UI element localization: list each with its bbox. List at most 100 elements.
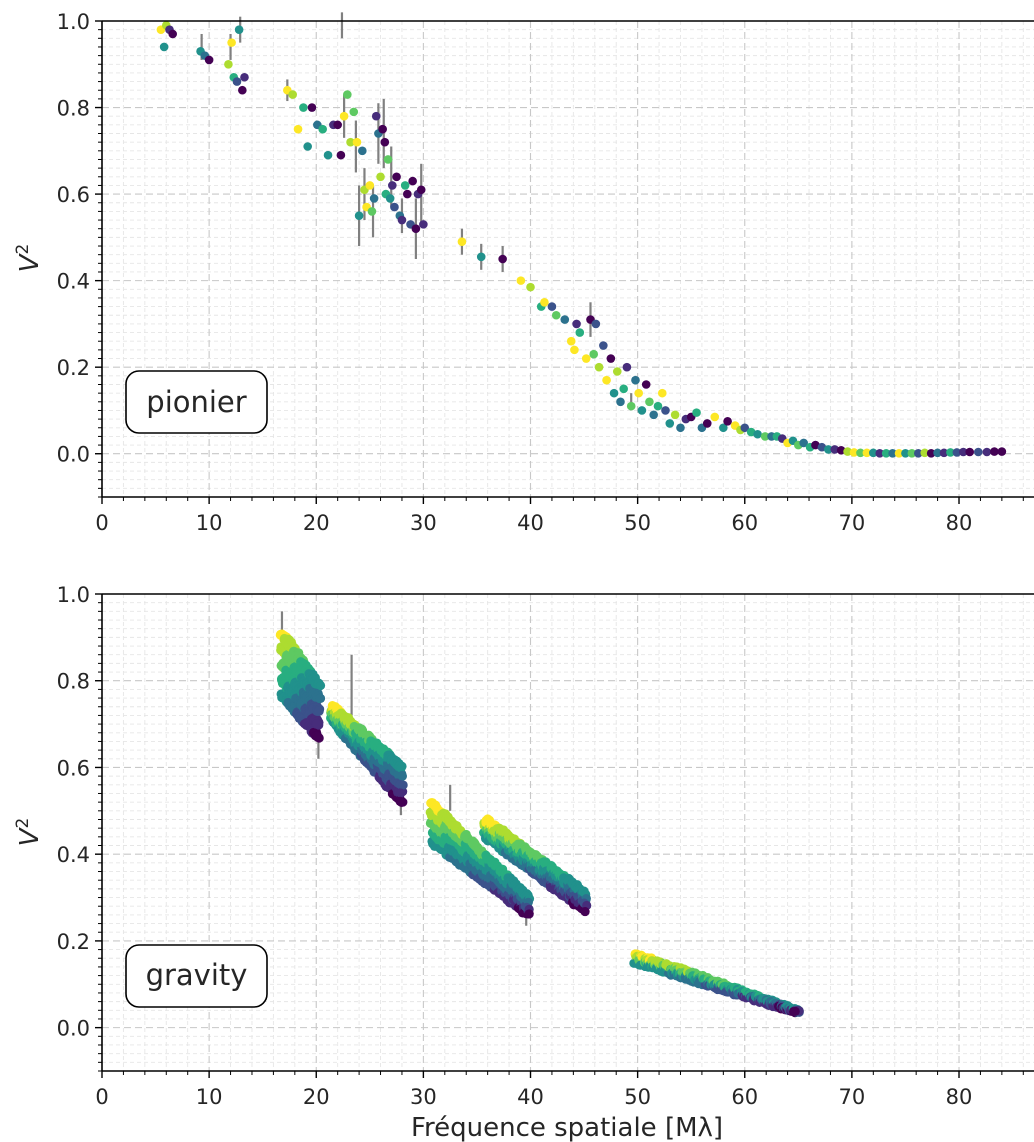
pionier-data-point	[240, 72, 249, 82]
pionier-data-point	[238, 85, 247, 95]
pionier-data-point	[367, 207, 377, 216]
pionier-data-point	[914, 448, 923, 458]
pionier-data-point	[354, 211, 364, 221]
pionier-data-point	[649, 410, 659, 420]
pionier-data-point	[973, 447, 983, 457]
gravity-x-tick-label: 50	[624, 1085, 651, 1109]
pionier-data-point	[566, 336, 576, 346]
pionier-data-point	[824, 445, 833, 454]
pionier-data-point	[411, 224, 421, 234]
pionier-data-point	[926, 448, 936, 458]
pionier-data-point	[645, 397, 654, 407]
pionier-data-point	[710, 412, 720, 422]
gravity-x-tick-label: 10	[196, 1085, 223, 1109]
gravity-y-tick-label: 0.2	[57, 930, 90, 954]
pionier-data-point	[843, 447, 852, 456]
pionier-data-point	[634, 388, 644, 398]
pionier-data-point	[498, 254, 507, 264]
pionier-data-point	[641, 380, 651, 389]
pionier-data-point	[575, 328, 585, 337]
pionier-data-point	[637, 406, 647, 415]
pionier-data-point	[888, 448, 897, 458]
pionier-data-point	[631, 375, 640, 385]
pionier-data-point	[609, 388, 619, 398]
pionier-x-tick-label: 0	[95, 511, 108, 535]
gravity-x-tick-label: 70	[839, 1085, 866, 1109]
pionier-y-tick-label: 0.4	[57, 270, 90, 294]
pionier-data-point	[719, 423, 728, 433]
svg-text:V2: V2	[13, 244, 45, 273]
pionier-y-tick-label: 0.8	[57, 97, 90, 121]
gravity-data-point	[580, 906, 590, 917]
pionier-data-point	[907, 448, 917, 458]
pionier-data-point	[862, 448, 872, 458]
pionier-data-point	[869, 448, 878, 458]
pionier-data-point	[849, 448, 859, 457]
pionier-data-point	[551, 310, 561, 320]
gravity-axes: 0 10 20 30 40 50 60 70 80 0.0 0.2 0.4 0.6 0.8 1.0	[57, 583, 1034, 1109]
pionier-data-point	[516, 276, 526, 285]
pionier-data-point	[159, 42, 169, 52]
pionier-data-point	[723, 416, 732, 426]
gravity-y-tick-label: 1.0	[57, 583, 90, 607]
pionier-data-point	[836, 445, 846, 455]
gravity-y-axis-label: V2	[13, 818, 45, 847]
pionier-data-point	[799, 438, 808, 448]
pionier-data-point	[333, 120, 342, 130]
pionier-data-point	[952, 448, 962, 457]
pionier-x-tick-label: 20	[303, 511, 330, 535]
pionier-axes: 0 10 20 30 40 50 60 70 80 0.0 0.2 0.4 0.6 0.8 1.0	[57, 10, 1034, 535]
pionier-data-point	[661, 406, 670, 415]
pionier-y-tick-label: 1.0	[57, 10, 90, 34]
gravity-data-point	[396, 763, 406, 773]
pionier-data-point	[227, 38, 236, 47]
gravity-y-tick-label: 0.6	[57, 756, 90, 780]
pionier-data-point	[358, 146, 367, 156]
gravity-data-point	[314, 706, 324, 716]
pionier-data-point	[336, 150, 346, 160]
gravity-x-tick-label: 20	[303, 1085, 330, 1109]
gravity-x-tick-label: 30	[410, 1085, 437, 1109]
pionier-data-point	[547, 302, 557, 311]
pionier-data-point	[293, 124, 303, 134]
pionier-data-point	[657, 388, 667, 398]
pionier-data-point	[383, 155, 393, 164]
pionier-data-point	[830, 445, 840, 454]
pionier-data-point	[599, 341, 608, 350]
pionier-x-tick-label: 80	[946, 511, 973, 535]
pionier-data-point	[591, 319, 601, 329]
pionier-data-point	[901, 448, 910, 458]
pionier-data-point	[234, 25, 244, 34]
pionier-points	[156, 21, 1007, 458]
pionier-data-point	[997, 447, 1007, 456]
pionier-data-point	[982, 447, 992, 457]
pionier-data-point	[416, 185, 426, 195]
pionier-data-point	[397, 215, 407, 225]
gravity-data-point	[396, 788, 406, 798]
pionier-data-point	[378, 124, 387, 134]
pionier-data-point	[920, 448, 930, 458]
pionier-data-point	[303, 142, 312, 151]
pionier-annotation: pionier	[146, 385, 246, 419]
pionier-data-point	[346, 137, 355, 147]
pionier-data-point	[168, 29, 178, 39]
pionier-data-point	[875, 448, 885, 458]
gravity-x-tick-label: 80	[946, 1085, 973, 1109]
pionier-data-point	[589, 349, 599, 359]
pionier-data-point	[388, 181, 397, 190]
pionier-data-point	[408, 176, 417, 186]
pionier-data-point	[385, 194, 395, 203]
gravity-data-point	[398, 780, 408, 790]
pionier-data-point	[560, 315, 570, 324]
pionier-data-point	[965, 447, 975, 457]
gravity-data-point	[524, 909, 534, 919]
pionier-data-point	[702, 419, 712, 428]
pionier-x-tick-label: 10	[196, 511, 223, 535]
gravity-data-point	[315, 693, 326, 704]
pionier-legend-box: pionier	[125, 370, 268, 434]
pionier-data-point	[894, 448, 904, 458]
gravity-data-point	[313, 732, 323, 742]
pionier-data-point	[602, 375, 611, 385]
pionier-data-point	[933, 448, 942, 458]
pionier-data-point	[376, 172, 385, 182]
